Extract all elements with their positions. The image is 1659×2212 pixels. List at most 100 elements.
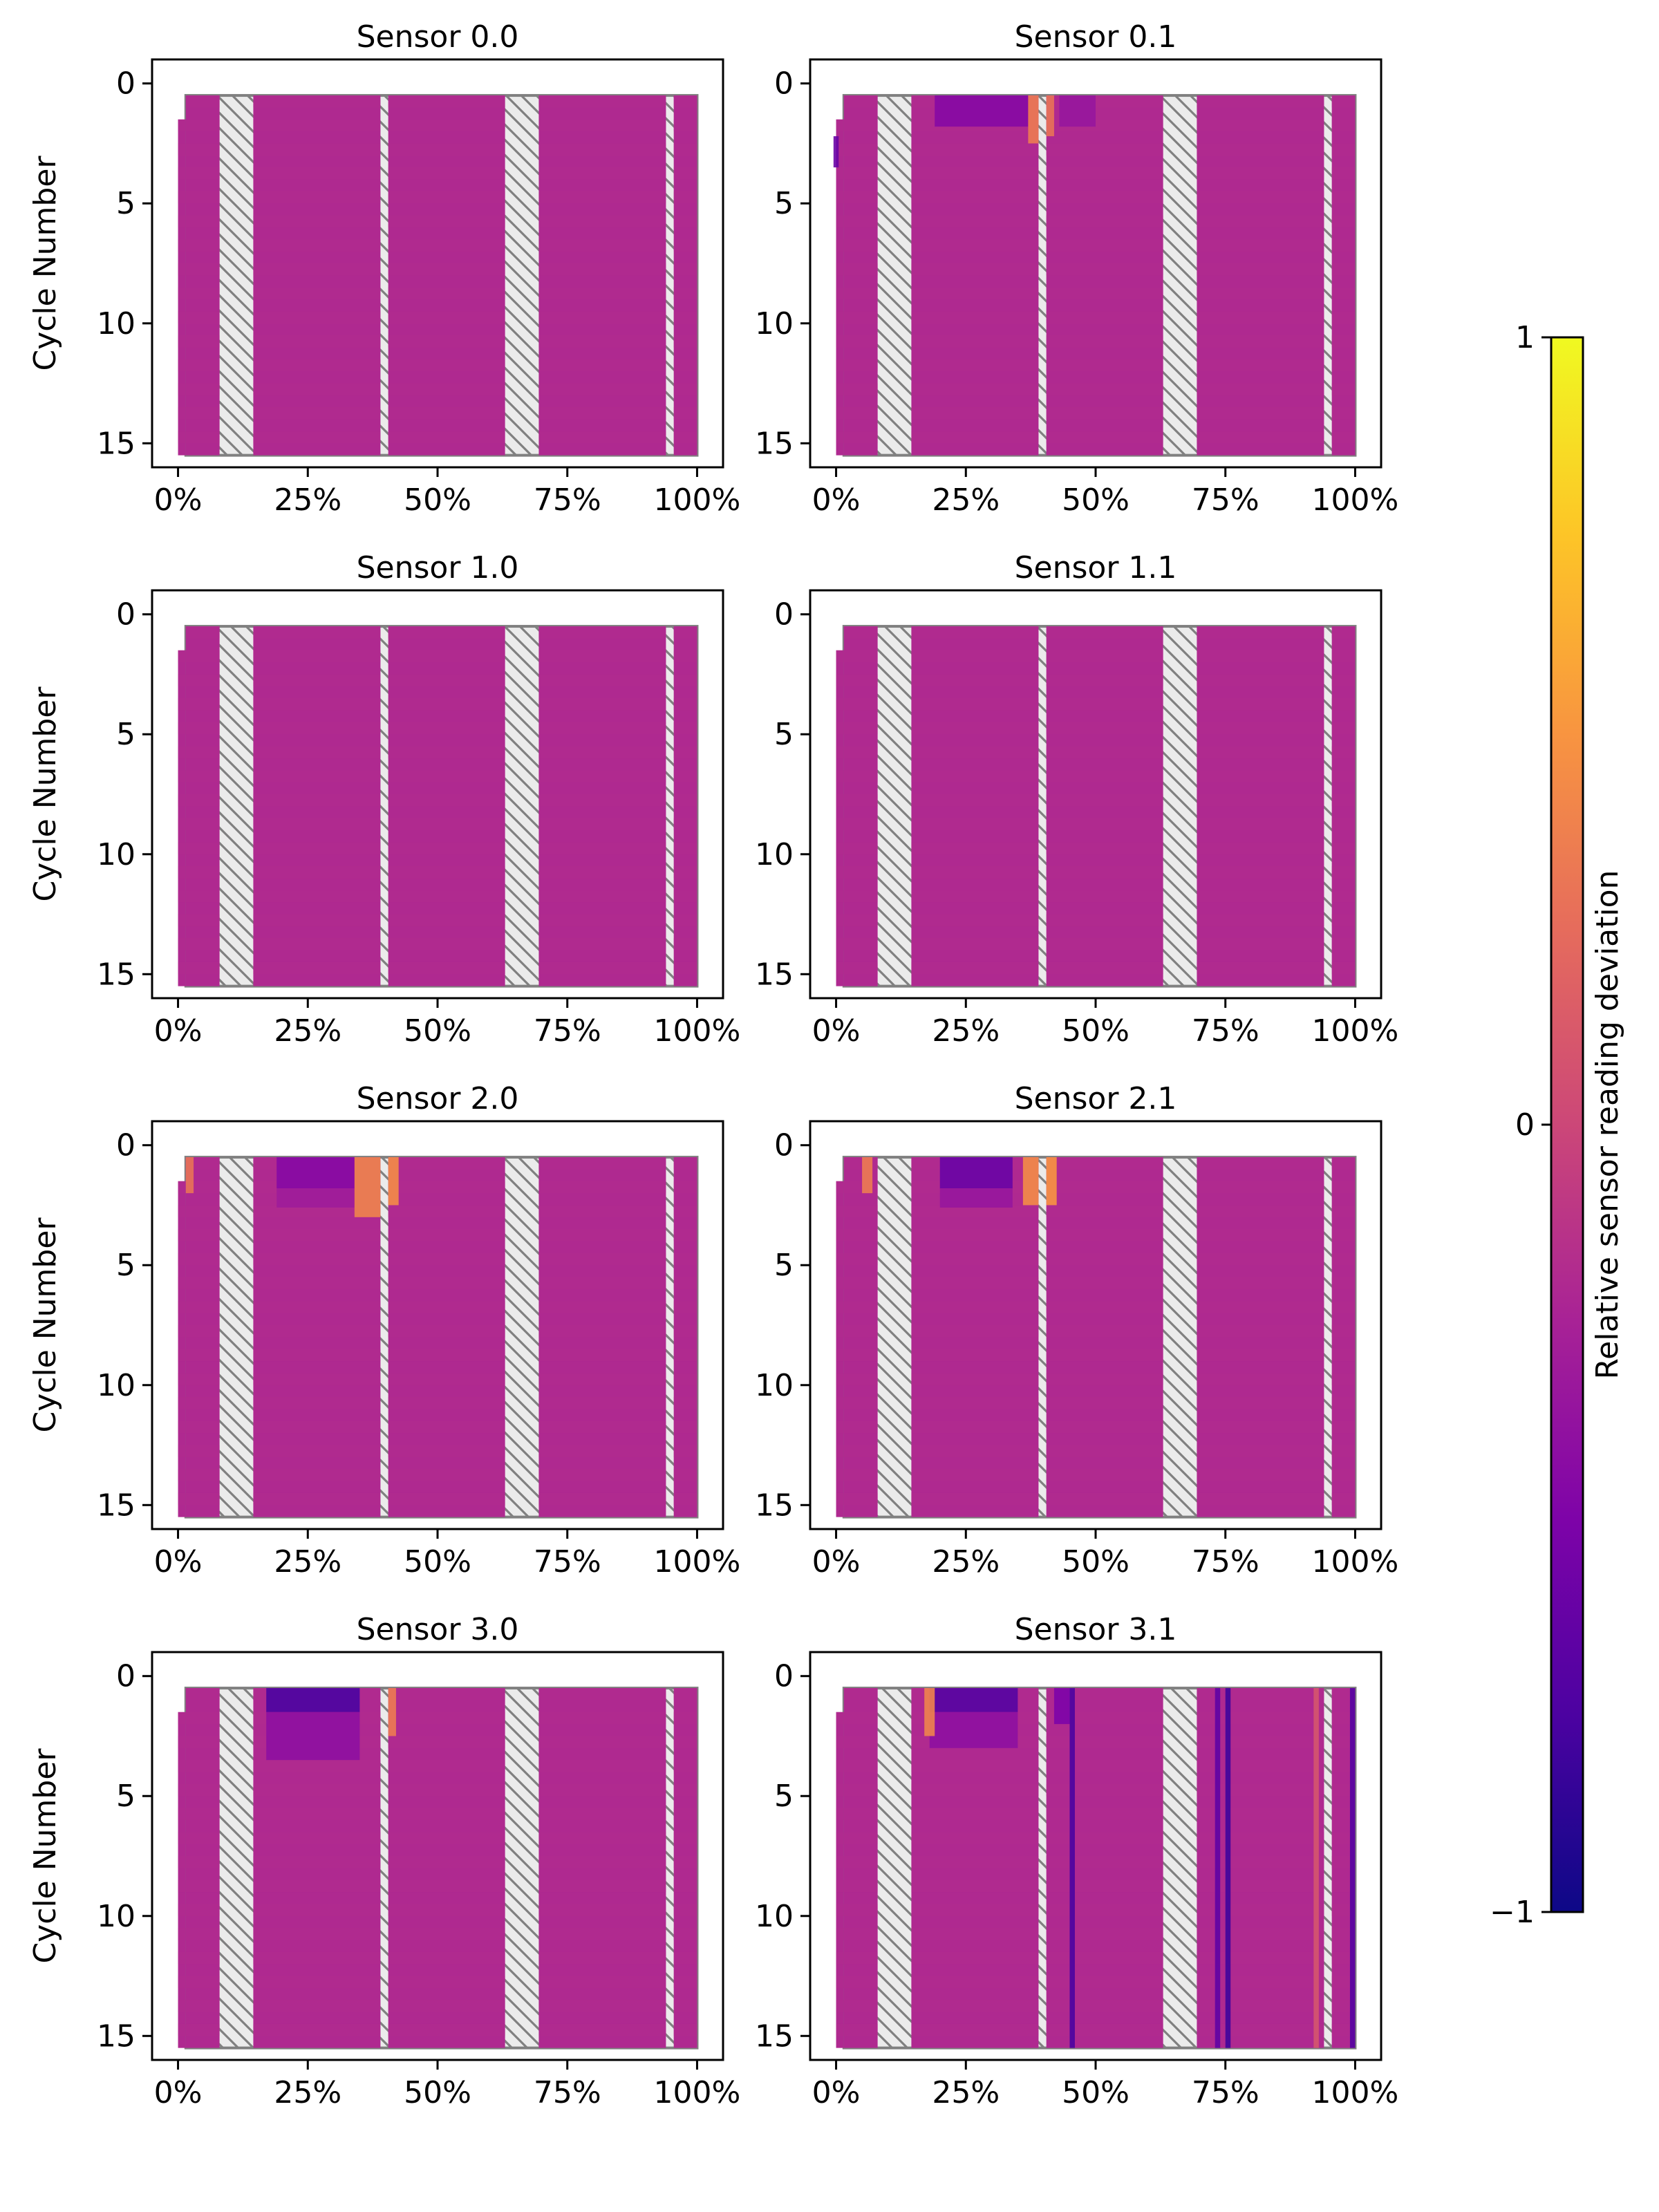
heatmap-row-texture (185, 407, 220, 420)
heatmap-row-texture (836, 818, 844, 831)
heatmap-row-texture (911, 239, 1039, 252)
heatmap-row-texture (185, 746, 220, 758)
x-tick-label: 0% (154, 1544, 203, 1580)
heatmap-row-texture (1331, 1760, 1356, 1772)
heatmap-row-texture (673, 2000, 697, 2012)
colorbar-tick-label: 1 (1515, 320, 1535, 355)
heatmap-row-texture (673, 722, 697, 735)
heatmap-row-texture (836, 1492, 844, 1506)
heatmap-row-texture (538, 1928, 666, 1940)
heatmap-anomaly (929, 1688, 1018, 1712)
heatmap-row-texture (185, 1760, 220, 1772)
heatmap-row-texture (911, 626, 1039, 639)
heatmap-row-texture (673, 359, 697, 372)
heatmap-row-texture (1331, 746, 1356, 758)
heatmap-row-texture (185, 1229, 220, 1241)
heatmap-row-texture (388, 143, 505, 156)
heatmap-row-texture (1046, 215, 1163, 227)
heatmap-row-texture (911, 287, 1039, 300)
heatmap-row-texture (836, 1832, 844, 1844)
heatmap-row-texture (1331, 1157, 1356, 1170)
heatmap-row-texture (673, 626, 697, 639)
heatmap-row-texture (1197, 770, 1324, 782)
heatmap-row-texture (185, 1325, 220, 1338)
y-tick-label: 5 (116, 1248, 135, 1283)
heatmap-row-texture (538, 1301, 666, 1313)
heatmap-row-texture (843, 335, 878, 348)
heatmap-row-texture (1046, 866, 1163, 879)
heatmap-row-texture (185, 1205, 220, 1217)
x-tick-label: 25% (932, 1013, 1000, 1049)
heatmap-row-texture (388, 1205, 505, 1217)
heatmap-row-texture (538, 1976, 666, 1988)
heatmap-row-texture (1046, 698, 1163, 711)
heatmap-row-texture (843, 1421, 878, 1434)
heatmap-row-texture (673, 1301, 697, 1313)
heatmap-row-texture (836, 650, 844, 663)
x-tick-label: 25% (274, 1013, 341, 1049)
heatmap-row-texture (836, 794, 844, 807)
x-tick-label: 75% (1192, 1013, 1259, 1049)
heatmap-row-texture (1331, 1951, 1356, 1965)
heatmap-row-texture (836, 1397, 844, 1409)
heatmap-anomaly (388, 1688, 396, 1736)
heatmap-row-texture (1046, 650, 1163, 663)
heatmap-row-texture (178, 1469, 186, 1481)
heatmap-row-texture (1197, 794, 1324, 807)
heatmap-row-texture (538, 1325, 666, 1338)
x-tick-label: 25% (274, 482, 341, 518)
heatmap-anomaly (939, 1188, 1013, 1208)
heatmap-row-texture (538, 1808, 666, 1820)
heatmap-row-texture (673, 143, 697, 156)
heatmap-row-texture (538, 1783, 666, 1797)
heatmap-row-texture (673, 215, 697, 227)
heatmap-row-texture (1046, 770, 1163, 782)
heatmap-row-texture (843, 1301, 878, 1313)
heatmap-row-texture (538, 914, 666, 926)
heatmap-row-texture (911, 962, 1039, 975)
heatmap-row-texture (185, 722, 220, 735)
y-tick-label: 5 (116, 1779, 135, 1814)
heatmap-row-texture (673, 1688, 697, 1700)
heatmap-row-texture (538, 95, 666, 108)
y-tick-label: 10 (97, 1899, 135, 1934)
heatmap-row-texture (1046, 2000, 1163, 2012)
heatmap-row-texture (253, 1808, 381, 1820)
heatmap-row-texture (388, 1856, 505, 1868)
heatmap-row-texture (843, 1277, 878, 1289)
heatmap-row-texture (911, 938, 1039, 950)
heatmap-row-texture (836, 770, 844, 782)
heatmap-row-texture (836, 1783, 844, 1797)
heatmap-row-texture (538, 962, 666, 975)
heatmap-row-texture (185, 1157, 220, 1170)
heatmap-row-texture (1197, 311, 1324, 324)
heatmap-row-texture (388, 1832, 505, 1844)
x-tick-label: 100% (1312, 482, 1399, 518)
heatmap-row-texture (253, 1301, 381, 1313)
heatmap-row-texture (836, 1421, 844, 1434)
heatmap-row-texture (253, 167, 381, 180)
heatmap-row-texture (843, 1373, 878, 1385)
heatmap-row-texture (911, 1325, 1039, 1338)
heatmap-row-texture (911, 215, 1039, 227)
heatmap-row-texture (1197, 119, 1324, 132)
heatmap-row-texture (388, 914, 505, 926)
heatmap-row-texture (911, 698, 1039, 711)
heatmap-row-texture (185, 1976, 220, 1988)
heatmap-row-texture (538, 1856, 666, 1868)
heatmap-row-texture (388, 626, 505, 639)
heatmap-row-texture (673, 95, 697, 108)
heatmap-anomaly (1046, 1157, 1057, 1206)
heatmap-row-texture (673, 1783, 697, 1797)
heatmap-row-texture (538, 1688, 666, 1700)
heatmap-row-texture (178, 119, 186, 132)
heatmap-row-texture (911, 794, 1039, 807)
heatmap-row-texture (1046, 890, 1163, 903)
heatmap-row-texture (388, 1783, 505, 1797)
heatmap-row-texture (836, 1760, 844, 1772)
heatmap-row-texture (388, 1373, 505, 1385)
heatmap-row-texture (911, 1349, 1039, 1362)
heatmap-row-texture (836, 1253, 844, 1266)
heatmap-row-texture (836, 1469, 844, 1481)
heatmap-row-texture (843, 1492, 878, 1506)
